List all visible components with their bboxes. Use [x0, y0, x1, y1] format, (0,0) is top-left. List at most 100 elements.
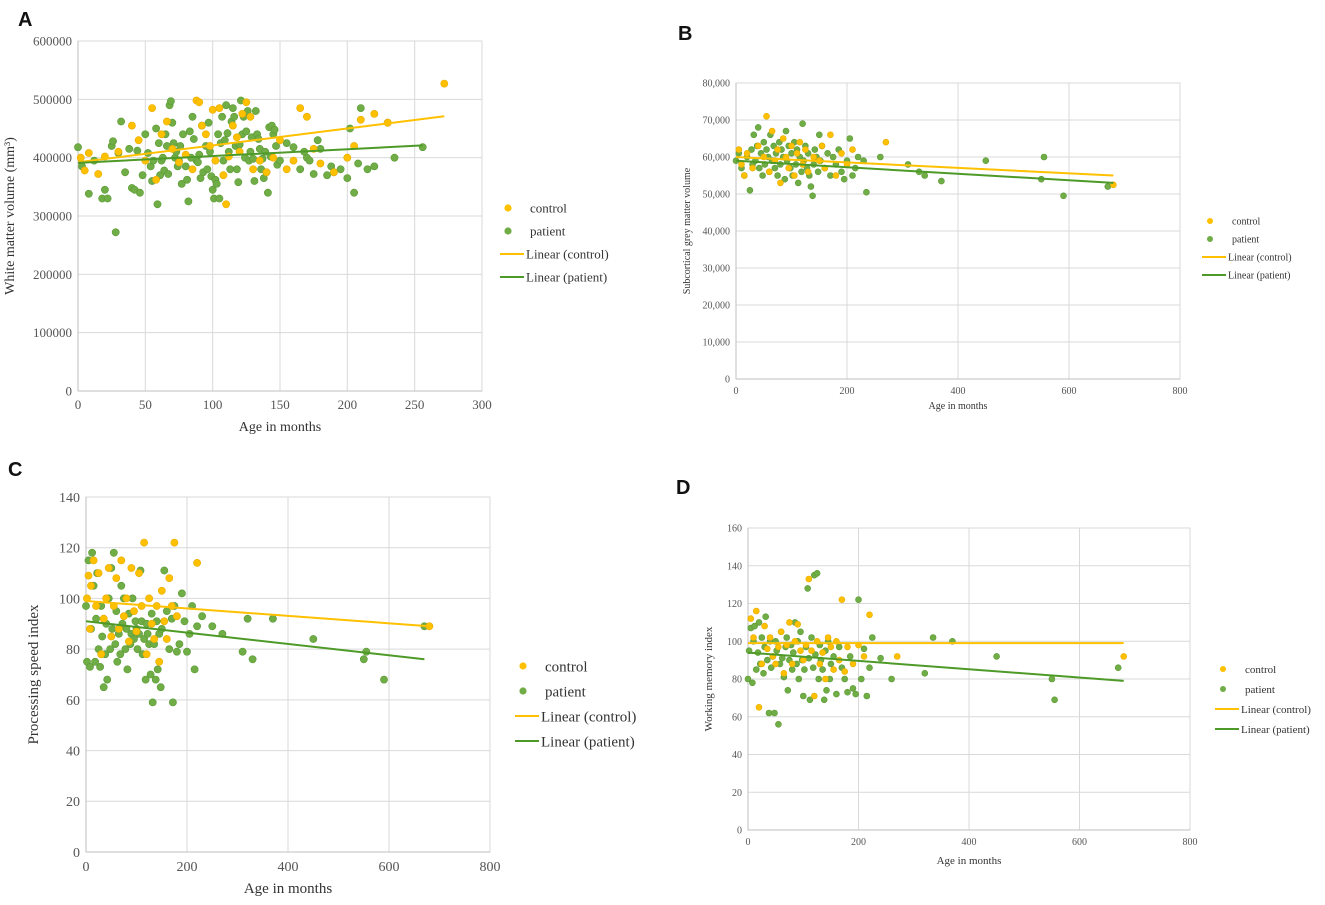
control-point [262, 168, 271, 177]
y-tick-label: 70,000 [703, 116, 731, 127]
y-tick-label: 100 [59, 592, 80, 607]
control-point [152, 175, 160, 184]
patient-point [193, 158, 202, 167]
patient-point [760, 138, 768, 146]
x-tick-label: 300 [472, 397, 492, 412]
y-tick-label: 120 [727, 599, 742, 610]
control-point [866, 611, 873, 619]
patient-point [250, 177, 259, 185]
panel-letter: D [676, 477, 690, 499]
control-point [824, 634, 832, 641]
legend-label: Linear (patient) [541, 734, 635, 750]
patient-point [370, 162, 379, 171]
patient-point [799, 120, 806, 127]
x-tick-label: 200 [851, 837, 866, 848]
control-point [193, 559, 201, 567]
patient-point [125, 144, 134, 153]
control-point [750, 634, 757, 641]
patient-point [744, 675, 752, 683]
control-point [761, 622, 768, 630]
control-point [201, 130, 210, 139]
trendline-patient [85, 620, 425, 661]
patient-point [111, 228, 120, 237]
control-point [440, 79, 449, 88]
patient-point [748, 146, 755, 153]
patient-point [1048, 675, 1056, 683]
y-tick-label: 20 [66, 795, 80, 810]
control-point [790, 172, 798, 179]
y-tick-label: 400000 [33, 150, 72, 165]
control-point [155, 657, 164, 666]
control-point [755, 703, 763, 711]
patient-point [208, 622, 217, 631]
y-tick-label: 80,000 [703, 79, 731, 90]
control-point [810, 692, 818, 700]
patient-point [752, 666, 760, 673]
control-point [255, 156, 264, 165]
control-point [785, 164, 793, 172]
control-point [80, 166, 89, 175]
legend-label: Linear (patient) [1228, 271, 1290, 282]
control-point [145, 594, 153, 603]
control-point [1120, 653, 1127, 660]
legend-label: Linear (control) [541, 709, 636, 725]
patient-point [313, 136, 322, 145]
patient-point [153, 665, 162, 674]
control-point [188, 165, 197, 174]
patient-point [380, 675, 388, 684]
control-point [120, 612, 128, 621]
legend-label: patient [530, 224, 566, 239]
y-tick-label: 140 [727, 561, 742, 572]
y-axis-title: White matter volume (mm³) [3, 137, 18, 295]
y-axis-title: Processing speed index [26, 604, 42, 744]
patient-point [1040, 153, 1048, 161]
patient-point [788, 666, 796, 673]
patient-point [103, 194, 112, 203]
patient-point [219, 156, 228, 165]
control-point [150, 635, 159, 643]
x-axis-title: Age in months [244, 881, 332, 897]
control-point [793, 150, 801, 157]
control-point [808, 647, 815, 655]
patient-point [103, 675, 112, 684]
control-point [754, 142, 762, 150]
x-tick-label: 250 [405, 397, 425, 412]
legend-label: Linear (control) [1241, 704, 1311, 716]
patient-point [849, 172, 856, 179]
control-point [779, 135, 787, 142]
patient-point [121, 645, 130, 653]
panel-a: A 0 100000 200000 300000 400000 500000 600000 0 5… [3, 9, 609, 435]
x-tick-label: 800 [1173, 386, 1188, 397]
y-tick-label: 40 [66, 744, 80, 759]
patient-point [354, 159, 362, 168]
patient-point [222, 101, 230, 110]
patient-point [165, 645, 174, 653]
patient-point [251, 107, 260, 115]
control-point [172, 612, 181, 621]
patient-point [854, 153, 862, 161]
y-tick-label: 50,000 [703, 190, 731, 201]
control-point [819, 649, 826, 656]
control-point [747, 615, 755, 622]
patient-point [101, 185, 109, 194]
patient-point [868, 634, 876, 641]
control-point [797, 647, 804, 655]
control-point [802, 146, 809, 153]
patient-point [762, 613, 770, 621]
control-point [740, 172, 748, 179]
patient-point [921, 172, 929, 179]
control-point [102, 594, 111, 603]
control-point [827, 643, 835, 651]
patient-point [323, 171, 331, 180]
x-tick-label: 400 [278, 860, 299, 875]
patient-point [160, 566, 169, 575]
control-point [114, 147, 123, 156]
patient-point [108, 625, 117, 633]
control-point [112, 574, 121, 582]
control-point [838, 596, 846, 604]
control-point [758, 660, 766, 668]
x-tick-label: 0 [734, 386, 739, 397]
patient-point [208, 185, 217, 194]
control-point [211, 156, 220, 165]
y-tick-label: 0 [66, 384, 73, 399]
